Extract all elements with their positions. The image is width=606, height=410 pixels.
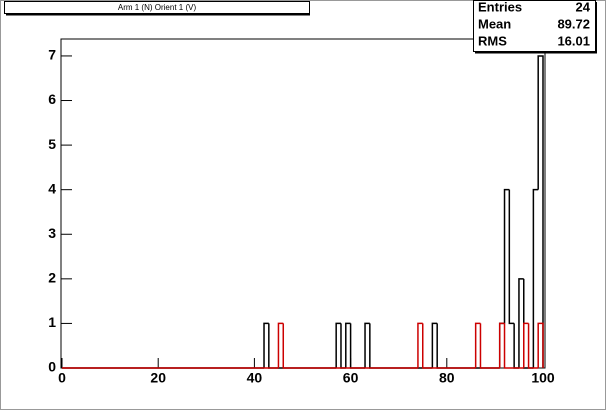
histogram-bin xyxy=(508,189,515,325)
chart-title: Arm 1 (N) Orient 1 (V) xyxy=(118,3,197,12)
y-tick-label: 7 xyxy=(48,47,56,63)
histogram-bin xyxy=(431,322,438,368)
histogram-bin xyxy=(537,322,544,368)
x-tick-label: 100 xyxy=(531,370,555,386)
histogram-bin xyxy=(537,55,544,368)
y-tick-label: 0 xyxy=(48,359,56,375)
histogram-bin xyxy=(523,322,529,368)
y-tick-label: 5 xyxy=(48,136,56,152)
histogram-bin xyxy=(282,323,418,369)
stats-label: Entries xyxy=(478,0,522,14)
histogram-bin xyxy=(479,323,500,369)
plot-frame xyxy=(60,38,546,369)
histogram-bin xyxy=(417,322,423,368)
histogram-bin xyxy=(364,322,370,368)
y-tick-label: 6 xyxy=(48,91,56,107)
x-tick-label: 0 xyxy=(58,370,66,386)
histogram-bin xyxy=(345,322,351,368)
y-tick-label: 3 xyxy=(48,225,56,241)
y-tick-label: 4 xyxy=(48,180,56,196)
histogram-bin xyxy=(532,188,539,368)
histogram-bin xyxy=(498,322,505,368)
stats-value: 16.01 xyxy=(557,33,590,48)
stats-value: 89.72 xyxy=(557,16,590,31)
histogram-bin xyxy=(474,322,481,368)
x-tick-label: 60 xyxy=(343,370,359,386)
y-tick-label: 1 xyxy=(48,314,56,330)
histogram-bin xyxy=(503,323,524,369)
histogram-bin xyxy=(503,188,510,324)
histogram-bin xyxy=(277,322,284,368)
histogram-bin xyxy=(527,323,539,369)
stats-label: RMS xyxy=(478,33,507,48)
histogram-bin xyxy=(263,322,269,368)
histogram-bin xyxy=(335,322,341,368)
x-tick-label: 80 xyxy=(439,370,455,386)
x-tick-label: 40 xyxy=(247,370,263,386)
stats-box xyxy=(473,0,597,54)
histogram-bin xyxy=(422,323,476,369)
stats-label: Mean xyxy=(478,16,511,31)
histogram-bin xyxy=(518,278,524,368)
x-tick-label: 20 xyxy=(150,370,166,386)
stats-value: 24 xyxy=(576,0,591,14)
y-tick-label: 2 xyxy=(48,270,56,286)
